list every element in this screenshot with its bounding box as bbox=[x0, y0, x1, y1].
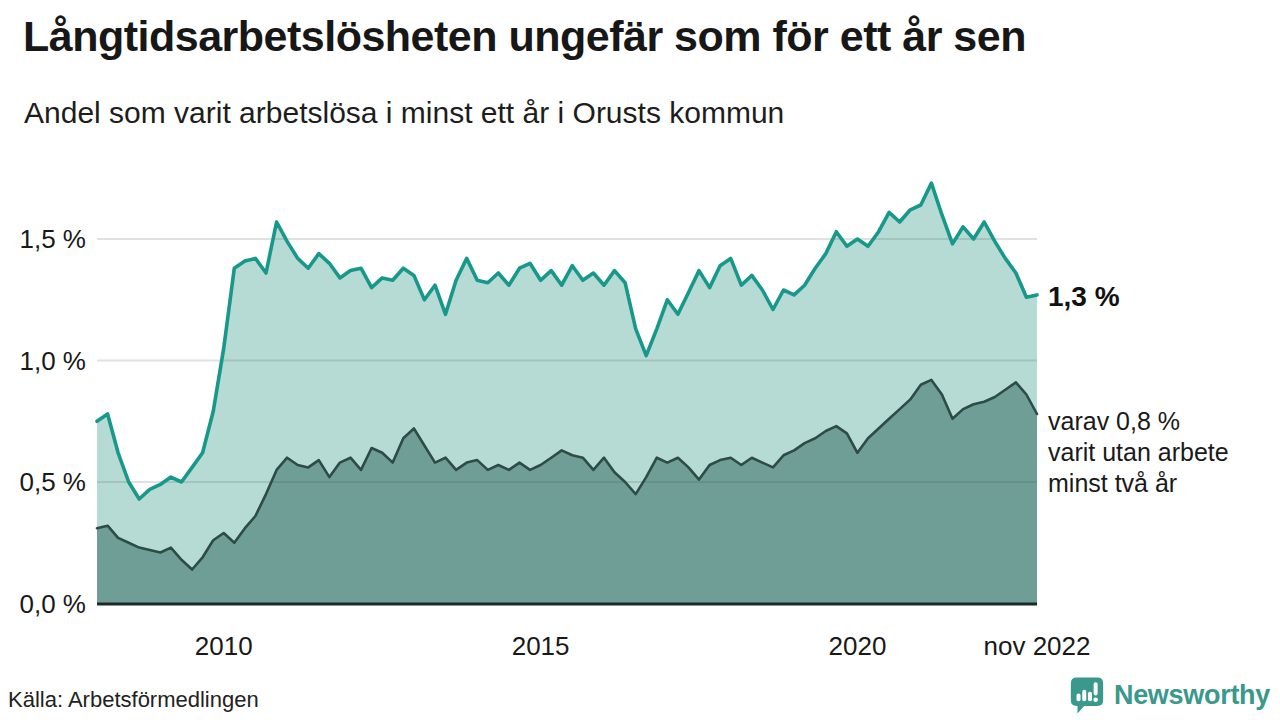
newsworthy-logo-icon bbox=[1068, 675, 1106, 716]
y-tick-label: 0,5 % bbox=[0, 466, 86, 498]
y-tick-label: 0,0 % bbox=[0, 588, 86, 620]
series-annotation: varav 0,8 % varit utan arbete minst två … bbox=[1048, 406, 1229, 499]
source-credit: Källa: Arbetsförmedlingen bbox=[8, 687, 259, 713]
x-tick-label: 2020 bbox=[787, 631, 927, 662]
y-tick-label: 1,5 % bbox=[0, 223, 86, 255]
chart-subtitle: Andel som varit arbetslösa i minst ett å… bbox=[24, 96, 784, 130]
series-end-value-label: 1,3 % bbox=[1048, 281, 1120, 313]
x-tick-label: 2015 bbox=[471, 631, 611, 662]
annotation-line: varav 0,8 % bbox=[1048, 407, 1180, 435]
brand-name: Newsworthy bbox=[1114, 680, 1270, 711]
y-tick-label: 1,0 % bbox=[0, 345, 86, 377]
x-tick-label: 2010 bbox=[154, 631, 294, 662]
annotation-line: minst två år bbox=[1048, 469, 1177, 497]
page-title: Långtidsarbetslösheten ungefär som för e… bbox=[23, 12, 1026, 61]
chart-canvas: Långtidsarbetslösheten ungefär som för e… bbox=[0, 0, 1280, 720]
x-tick-label: nov 2022 bbox=[967, 631, 1107, 662]
annotation-line: varit utan arbete bbox=[1048, 438, 1229, 466]
brand-logo: Newsworthy bbox=[1068, 675, 1270, 716]
